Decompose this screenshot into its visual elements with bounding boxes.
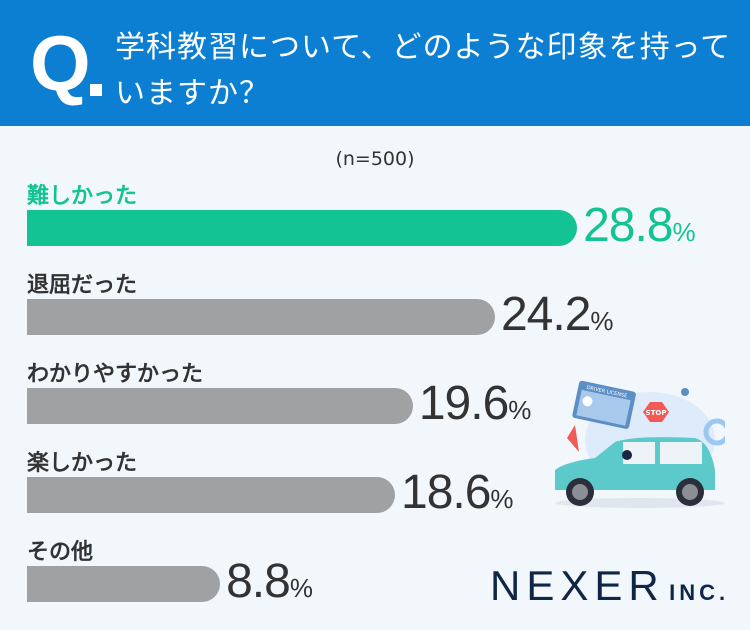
bar bbox=[27, 299, 495, 335]
category-label: 楽しかった bbox=[27, 451, 138, 476]
category-label: 退屈だった bbox=[27, 273, 138, 298]
value-number: 28.8 bbox=[583, 199, 673, 252]
sample-size: (n=500) bbox=[335, 148, 415, 170]
stop-sign-text: STOP bbox=[646, 409, 667, 417]
nexer-logo: NEXER INC. bbox=[490, 562, 730, 609]
percent-unit: % bbox=[672, 217, 696, 247]
value-label: 8.8% bbox=[226, 554, 313, 609]
value-label: 19.6% bbox=[419, 376, 532, 431]
q-mark: Q bbox=[30, 19, 91, 107]
bar bbox=[27, 477, 395, 513]
value-label: 24.2% bbox=[501, 287, 614, 342]
value-number: 8.8 bbox=[226, 555, 291, 608]
value-label: 28.8% bbox=[583, 198, 696, 253]
percent-unit: % bbox=[508, 395, 532, 425]
category-label: 難しかった bbox=[27, 184, 138, 209]
bar bbox=[27, 210, 578, 246]
question-header: Q 学科教習について、どのような印象を持っていますか？ bbox=[0, 0, 750, 126]
question-text: 学科教習について、どのような印象を持っていますか？ bbox=[115, 30, 732, 111]
bar bbox=[27, 388, 413, 424]
value-number: 24.2 bbox=[500, 288, 591, 341]
value-number: 18.6 bbox=[401, 466, 491, 519]
value-label: 18.6% bbox=[401, 465, 514, 520]
category-label: わかりやすかった bbox=[27, 362, 204, 387]
value-number: 19.6 bbox=[418, 377, 509, 430]
car-illustration: DRIVER LICENSE STOP bbox=[555, 380, 725, 508]
q-dot bbox=[90, 84, 102, 96]
percent-unit: % bbox=[590, 306, 614, 336]
category-label: その他 bbox=[27, 540, 94, 565]
percent-unit: % bbox=[289, 573, 313, 603]
percent-unit: % bbox=[490, 484, 514, 514]
bar bbox=[27, 566, 221, 602]
